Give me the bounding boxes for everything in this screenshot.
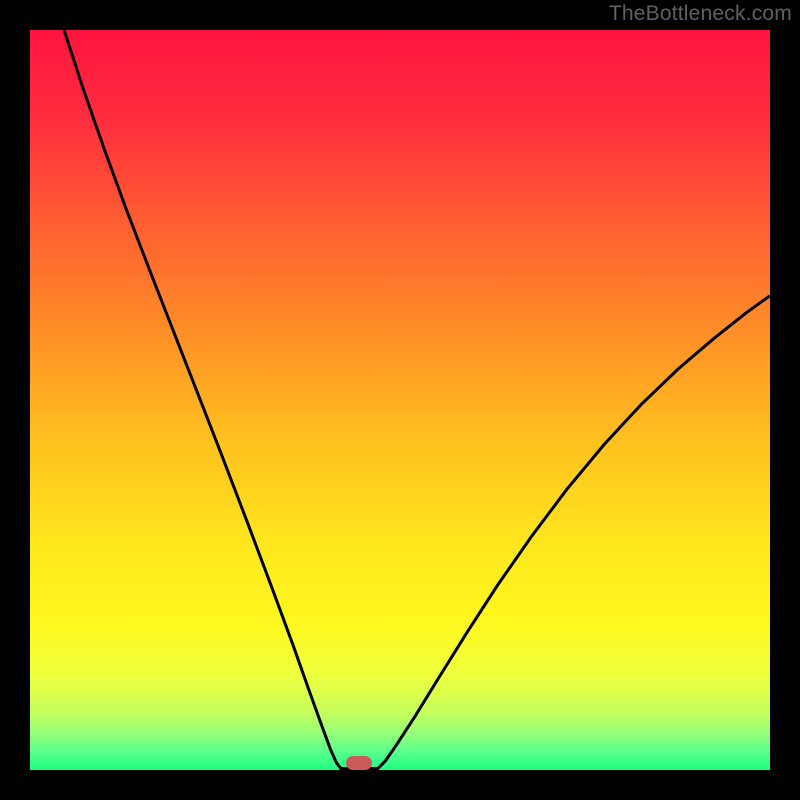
chart-frame: TheBottleneck.com: [0, 0, 800, 800]
bottleneck-curve: [30, 30, 770, 770]
plot-area: [30, 30, 770, 770]
optimal-marker: [346, 756, 372, 770]
watermark-text: TheBottleneck.com: [609, 2, 792, 26]
